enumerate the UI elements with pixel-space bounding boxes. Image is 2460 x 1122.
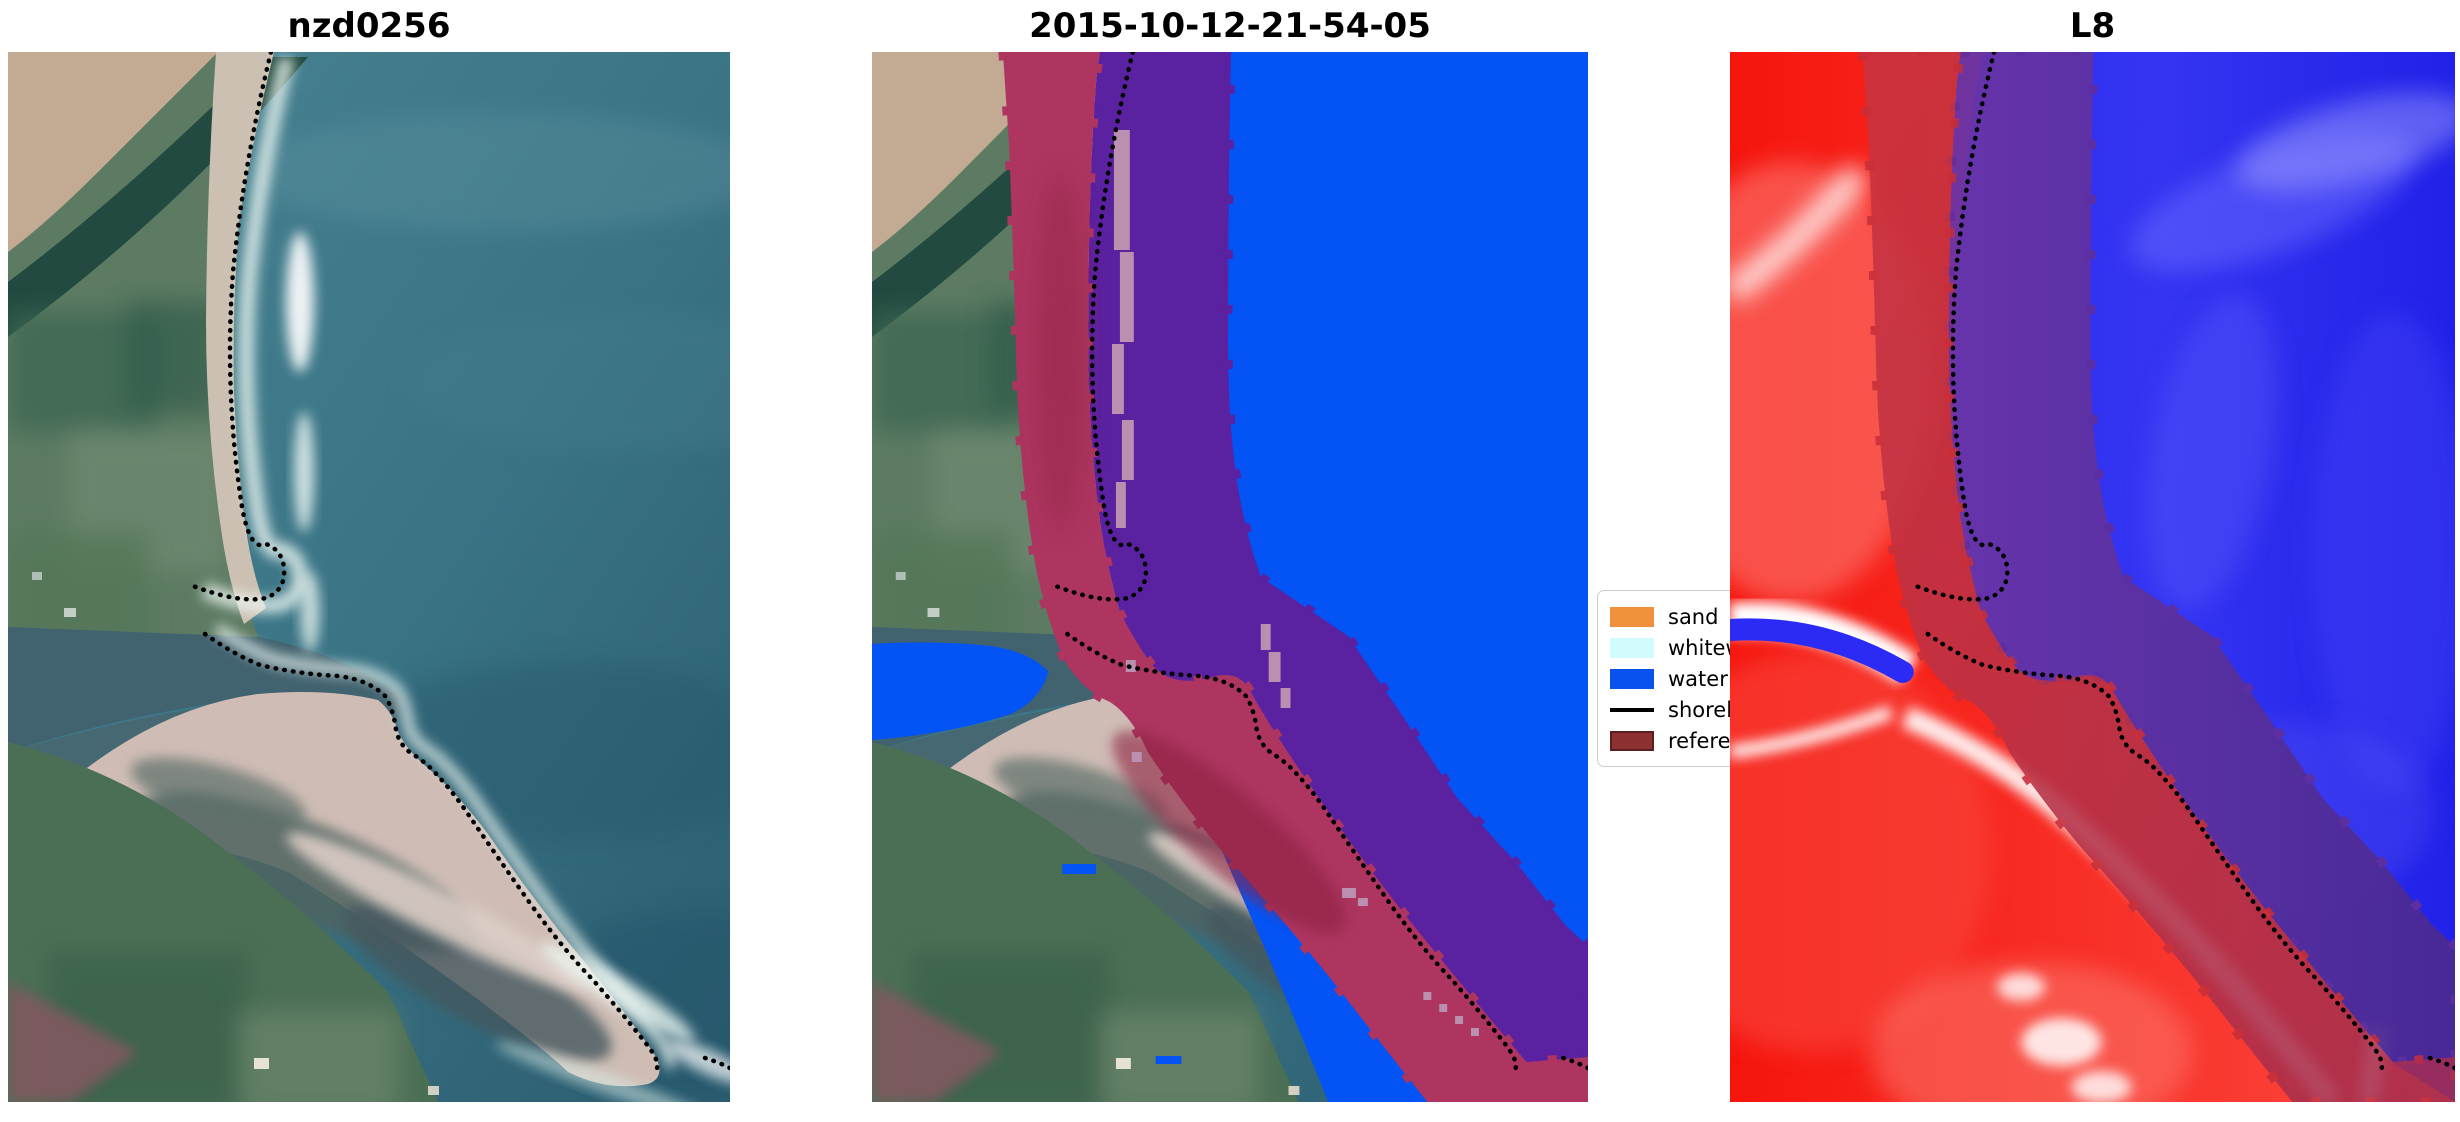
legend-swatch-reference-shoreline bbox=[1610, 730, 1654, 751]
panel-classified bbox=[872, 52, 1588, 1102]
sand-pixels-under-buffer bbox=[1111, 130, 1479, 1036]
panel-title-l8: L8 bbox=[2069, 6, 2116, 46]
l8-index-image bbox=[1730, 52, 2455, 1102]
legend-swatch-whitewater bbox=[1610, 637, 1654, 658]
panel-l8 bbox=[1730, 52, 2455, 1102]
classified-image bbox=[872, 52, 1588, 1102]
legend-item-sand: sand bbox=[1610, 601, 1834, 632]
legend-swatch-shoreline bbox=[1610, 707, 1654, 712]
panel-nzd0256 bbox=[8, 52, 730, 1102]
legend-label: sand bbox=[1668, 604, 1719, 629]
legend-item-water: water bbox=[1610, 663, 1834, 694]
truecolor-image bbox=[8, 52, 730, 1102]
legend-label: water bbox=[1668, 666, 1728, 691]
water-lagoon-arm bbox=[872, 642, 1049, 740]
channel-water bbox=[1730, 618, 1914, 683]
panel-title-date: 2015-10-12-21-54-05 bbox=[1029, 6, 1431, 46]
legend-swatch-sand bbox=[1610, 606, 1654, 627]
panel-title-nzd0256: nzd0256 bbox=[287, 6, 451, 46]
legend-swatch-water bbox=[1610, 668, 1654, 689]
